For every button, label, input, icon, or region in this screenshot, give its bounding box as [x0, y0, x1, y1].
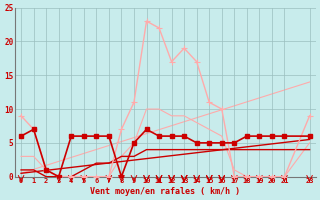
X-axis label: Vent moyen/en rafales ( km/h ): Vent moyen/en rafales ( km/h ): [90, 187, 240, 196]
